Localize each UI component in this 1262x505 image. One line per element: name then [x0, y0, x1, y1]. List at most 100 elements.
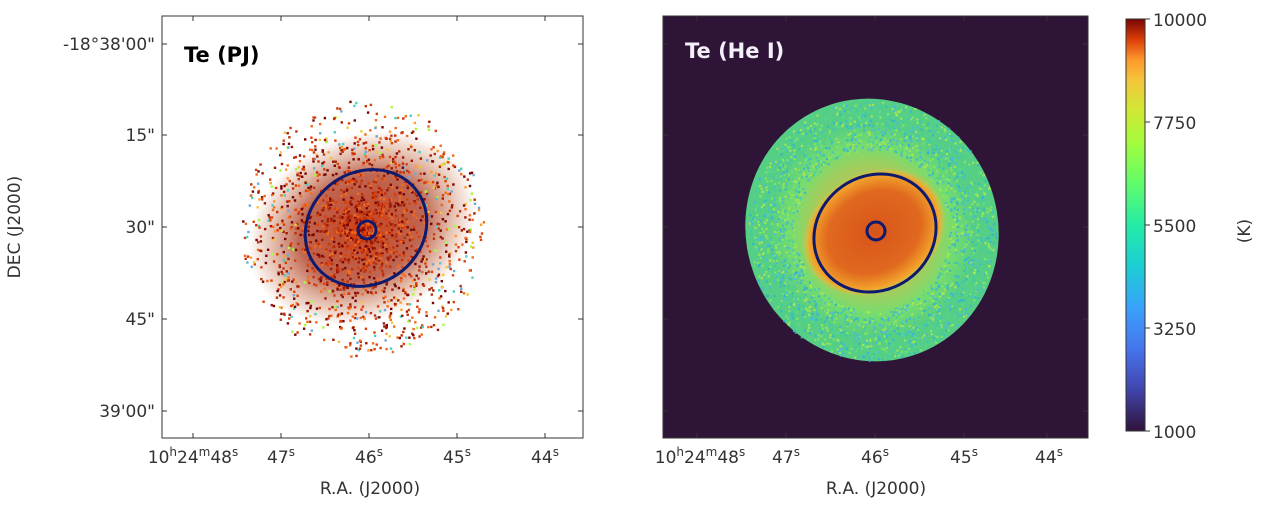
pj-pixel	[373, 277, 376, 280]
he-pixel	[849, 309, 852, 312]
he-pixel	[816, 173, 819, 176]
he-pixel	[917, 316, 920, 319]
pj-pixel	[443, 175, 446, 179]
he-pixel	[823, 309, 826, 312]
he-pixel	[892, 109, 895, 113]
he-pixel	[764, 214, 767, 217]
pj-pixel	[401, 162, 405, 165]
he-pixel	[879, 330, 882, 333]
he-pixel	[952, 240, 955, 243]
pj-pixel	[472, 173, 475, 177]
he-pixel	[781, 159, 784, 162]
he-pixel	[906, 304, 909, 307]
pj-pixel	[427, 125, 430, 128]
pj-pixel	[438, 297, 441, 300]
pj-pixel	[445, 228, 449, 231]
pj-pixel	[371, 342, 375, 345]
he-pixel	[883, 132, 887, 135]
he-pixel	[795, 180, 798, 184]
pj-pixel	[421, 258, 424, 261]
he-pixel	[779, 225, 782, 228]
pj-pixel	[411, 238, 415, 241]
pj-pixel	[347, 166, 351, 169]
pj-pixel	[321, 149, 324, 152]
he-pixel	[797, 324, 800, 327]
he-pixel	[887, 124, 890, 127]
he-pixel	[799, 267, 802, 271]
he-pixel	[935, 323, 938, 326]
pj-pixel	[367, 248, 371, 251]
pj-pixel	[330, 217, 333, 220]
he-pixel	[963, 263, 966, 266]
he-pixel	[909, 328, 912, 331]
pj-pixel	[291, 303, 294, 307]
he-pixel	[844, 103, 847, 106]
he-pixel	[929, 172, 932, 175]
pj-pixel	[289, 288, 292, 291]
pj-pixel	[347, 210, 351, 213]
he-pixel	[800, 144, 804, 147]
pj-pixel	[354, 243, 357, 247]
pj-pixel	[382, 274, 385, 277]
he-pixel	[935, 288, 938, 291]
he-pixel	[818, 151, 821, 154]
he-pixel	[823, 343, 826, 346]
he-pixel	[915, 118, 919, 121]
he-pixel	[972, 268, 975, 271]
pj-pixel	[386, 172, 390, 175]
pj-pixel	[380, 262, 384, 265]
he-pixel	[936, 277, 939, 280]
he-pixel	[877, 128, 880, 131]
he-pixel	[810, 155, 813, 158]
pj-pixel	[415, 137, 418, 140]
pj-pixel	[314, 148, 317, 151]
he-pixel	[901, 330, 904, 333]
he-pixel	[922, 123, 925, 126]
he-pixel	[759, 206, 762, 209]
he-pixel	[869, 135, 872, 138]
pj-pixel	[368, 162, 371, 166]
he-pixel	[940, 267, 943, 270]
pj-pixel	[409, 114, 412, 117]
he-pixel	[793, 243, 797, 246]
he-pixel	[793, 157, 796, 160]
he-pixel	[900, 143, 904, 147]
colorbar-ticks	[1145, 18, 1150, 432]
he-pixel	[879, 324, 882, 327]
pj-pixel	[383, 308, 387, 312]
pj-pixel	[402, 330, 405, 334]
he-pixel	[930, 173, 933, 176]
he-pixel	[777, 278, 780, 282]
pj-pixel	[354, 218, 357, 221]
pj-pixel	[430, 148, 433, 151]
he-pixel	[951, 243, 954, 246]
he-pixel	[771, 241, 774, 244]
pj-pixel	[367, 259, 371, 262]
pj-pixel	[390, 134, 393, 137]
pj-pixel	[372, 219, 375, 222]
pj-pixel	[439, 235, 442, 239]
he-pixel	[758, 218, 762, 221]
he-pixel	[987, 225, 990, 228]
he-pixel	[782, 274, 785, 277]
pj-pixel	[401, 240, 405, 243]
he-pixel	[800, 148, 803, 151]
pj-pixel	[373, 334, 377, 338]
he-pixel	[967, 230, 970, 233]
pj-pixel	[364, 150, 367, 153]
pj-pixel	[379, 156, 382, 160]
he-pixel	[951, 282, 954, 286]
he-pixel	[758, 178, 761, 181]
he-pixel	[829, 157, 832, 160]
pj-pixel	[326, 217, 330, 221]
he-pixel	[779, 197, 782, 200]
he-pixel	[875, 337, 878, 340]
pj-pixel	[390, 299, 393, 302]
he-pixel	[925, 333, 928, 336]
he-pixel	[929, 317, 932, 320]
he-pixel	[987, 245, 990, 248]
pj-pixel	[347, 231, 351, 235]
he-pixel	[950, 187, 953, 190]
he-pixel	[948, 246, 951, 249]
pj-pixel	[391, 223, 394, 226]
